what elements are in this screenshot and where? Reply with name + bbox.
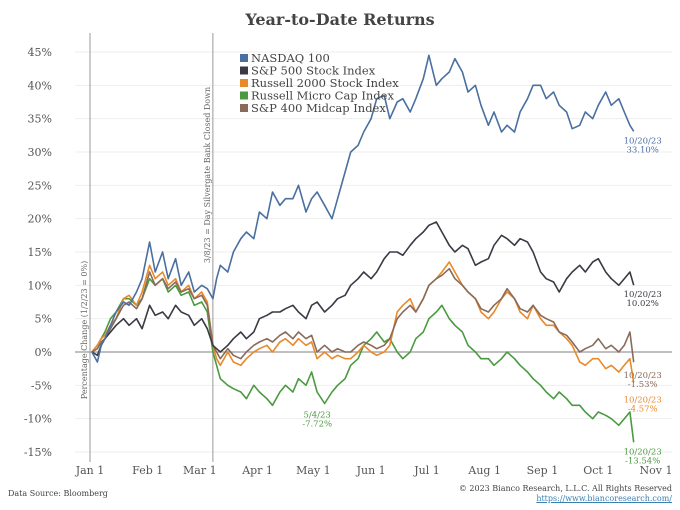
copyright-text: © 2023 Bianco Research, L.L.C. All Right… [458, 484, 672, 493]
x-tick-label: Aug 1 [467, 464, 501, 477]
y-tick-label: 40% [28, 79, 52, 92]
y-tick-label: 5% [35, 313, 52, 326]
series-line-russell-micro-cap-index [91, 277, 635, 443]
y-tick-label: 0% [35, 346, 52, 359]
series-line-s-p-500-stock-index [91, 221, 635, 357]
y-tick-label: 45% [28, 46, 52, 59]
end-label-date: 10/20/23 [624, 371, 662, 381]
y-tick-label: 15% [28, 246, 52, 259]
y-tick-label: 35% [28, 113, 52, 126]
y-tick-label: -10% [24, 413, 52, 426]
end-label-value: -13.54% [625, 456, 660, 466]
x-tick-label: Nov 1 [640, 464, 673, 477]
vertical-marker-label: 3/8/23 = Day Silvergate Bank Closed Down [203, 87, 212, 263]
legend-swatch [240, 104, 248, 112]
legend-swatch [240, 79, 248, 87]
end-label-value: 10.02% [626, 299, 658, 309]
vertical-marker-label: Percentage Change (1/2/23 = 0%) [80, 261, 89, 399]
end-label-date: 10/20/23 [624, 136, 662, 146]
end-label-date: 10/20/23 [624, 395, 662, 405]
series-line-s-p-400-midcap-index [91, 267, 635, 363]
end-label-value: 33.10% [626, 145, 658, 155]
y-tick-label: -5% [31, 379, 52, 392]
legend-label: NASDAQ 100 [251, 51, 330, 65]
y-tick-label: 20% [28, 213, 52, 226]
copyright-block: © 2023 Bianco Research, L.L.C. All Right… [459, 484, 672, 504]
x-tick-label: Feb 1 [132, 464, 163, 477]
series-lines [91, 54, 635, 443]
website-link[interactable]: https://www.biancoresearch.com/ [536, 494, 672, 503]
y-axis-ticks: -15% -10% -5% 0% 5% 10% 15% 20% 25% 30% 35% 40% 45% [24, 46, 52, 459]
legend-label: Russell Micro Cap Index [251, 89, 394, 103]
x-tick-label: Apr 1 [241, 464, 273, 477]
y-tick-label: 30% [28, 146, 52, 159]
end-label-date: 10/20/23 [624, 447, 662, 457]
annotation-value: -7.72% [302, 419, 332, 429]
x-axis-ticks: Jan 1 Feb 1 Mar 1 Apr 1 May 1 Jun 1 Jul 1 Aug 1… [75, 464, 673, 477]
legend-label: S&P 500 Stock Index [251, 64, 376, 78]
vertical-markers: Percentage Change (1/2/23 = 0%) 3/8/23 = … [80, 33, 214, 462]
chart-title: Year-to-Date Returns [244, 10, 434, 29]
y-tick-label: 10% [28, 279, 52, 292]
x-tick-label: Oct 1 [583, 464, 613, 477]
x-tick-label: Jan 1 [75, 464, 105, 477]
legend-swatch [240, 54, 248, 62]
legend-swatch [240, 66, 248, 75]
x-tick-label: May 1 [296, 464, 331, 477]
series-line-russell-2000-stock-index [91, 261, 635, 383]
end-label-value: -1.53% [628, 380, 658, 390]
end-labels: 10/20/2333.10%10/20/2310.02%10/20/23-4.5… [624, 136, 662, 466]
x-tick-label: Jul 1 [413, 464, 440, 477]
legend-swatch [240, 91, 248, 100]
legend-label: S&P 400 Midcap Index [251, 101, 386, 115]
end-label-value: -4.57% [628, 404, 658, 414]
x-tick-label: Jun 1 [356, 464, 386, 477]
series-line-nasdaq-100 [91, 54, 635, 363]
x-tick-label: Sep 1 [527, 464, 559, 477]
x-tick-label: Mar 1 [183, 464, 217, 477]
annotations: 5/4/23-7.72% [302, 410, 332, 429]
annotation-date: 5/4/23 [303, 410, 330, 420]
legend-label: Russell 2000 Stock Index [251, 76, 399, 90]
end-label-date: 10/20/23 [624, 290, 662, 300]
y-tick-label: 25% [28, 179, 52, 192]
data-source-note: Data Source: Bloomberg [8, 489, 108, 498]
y-tick-label: -15% [24, 446, 52, 459]
